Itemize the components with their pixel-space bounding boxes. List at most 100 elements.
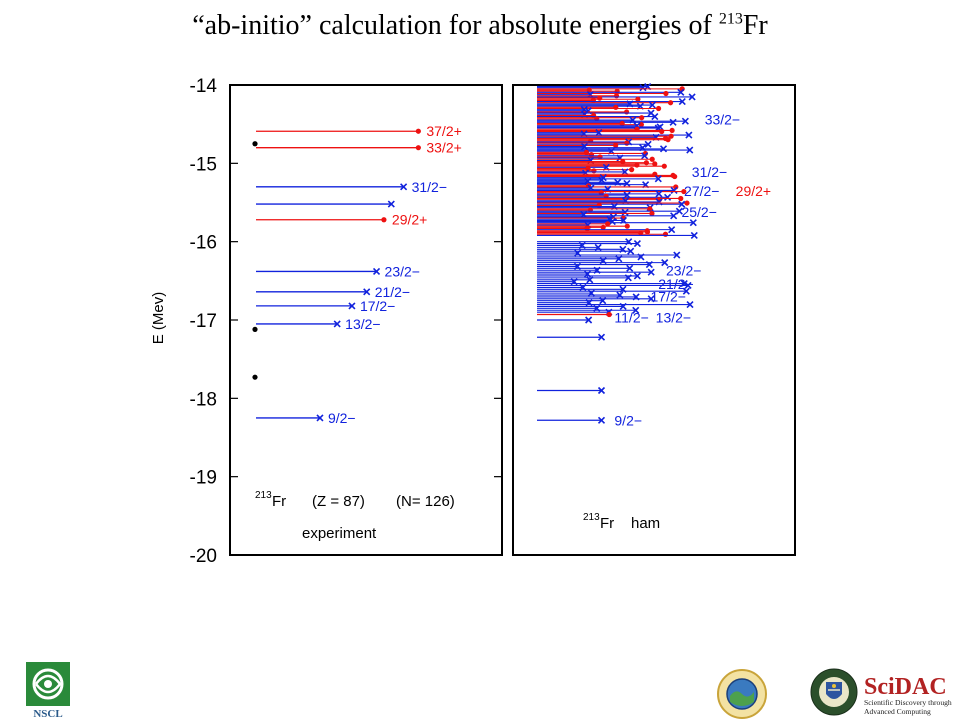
level-label: 21/2− <box>658 276 693 292</box>
level-dot-marker <box>672 173 678 180</box>
level-label: 25/2− <box>681 204 716 220</box>
level-dot-marker <box>639 115 645 121</box>
level-x-marker <box>669 118 677 126</box>
level-x-marker <box>661 259 669 267</box>
scidac-logo-name: SciDAC <box>864 674 947 700</box>
level-dot-marker <box>644 229 651 235</box>
level-label: 23/2− <box>385 263 420 279</box>
scidac-logo-line1: Scientific Discovery through <box>864 698 952 707</box>
scidac-logo-line2: Advanced Computing <box>864 707 931 716</box>
level-x-marker <box>668 226 676 234</box>
experiment-nucleus: Fr <box>272 493 286 510</box>
level-x-marker <box>641 152 649 160</box>
level-label: 29/2+ <box>736 183 771 199</box>
nscl-logo: NSCL <box>26 662 70 718</box>
level-dot-marker <box>605 221 611 227</box>
level-x-marker <box>624 274 632 282</box>
level-label: 9/2− <box>328 410 356 426</box>
level-dot-marker <box>600 224 606 230</box>
level-dot-marker <box>643 160 649 166</box>
level-x-marker <box>599 297 607 305</box>
level-dot-marker <box>613 93 620 99</box>
level-x-marker <box>673 251 681 259</box>
level-x-marker <box>633 240 641 248</box>
level-x-marker <box>608 217 616 226</box>
level-x-marker <box>333 320 341 328</box>
level-x-marker <box>664 193 672 201</box>
level-x-marker <box>690 231 698 239</box>
level-label: 31/2− <box>692 164 727 180</box>
level-label: 21/2− <box>375 284 410 300</box>
level-dot-marker <box>634 162 640 168</box>
level-x-marker <box>639 84 647 92</box>
level-x-marker <box>645 260 653 269</box>
level-dot-marker <box>624 223 630 229</box>
level-dot-marker <box>684 200 690 206</box>
experiment-levels: 37/2+33/2+ 31/2− 29/2+ 23/2− 21/2−17/2− 13/2−… <box>252 123 462 426</box>
level-x-marker <box>675 207 683 215</box>
level-x-marker <box>659 145 668 153</box>
level-x-marker <box>686 300 694 309</box>
level-x-marker <box>677 88 685 96</box>
level-dot-marker <box>681 188 687 195</box>
level-x-marker <box>689 219 697 227</box>
level-x-marker <box>670 186 678 194</box>
level-label: 9/2− <box>614 412 642 428</box>
experiment-dot <box>252 374 258 380</box>
panel-ham-frame <box>512 84 796 556</box>
level-dot-marker <box>629 167 635 173</box>
title-element: Fr <box>742 10 768 41</box>
experiment-footer-label: experiment <box>302 525 377 542</box>
level-label: 37/2+ <box>426 123 461 139</box>
level-x-marker <box>621 208 629 216</box>
y-tick-label: -17 <box>190 311 217 332</box>
level-x-marker <box>651 112 659 121</box>
level-dot-marker <box>665 137 671 143</box>
level-x-marker <box>372 267 381 275</box>
level-dot-marker <box>635 96 641 102</box>
ham-nucleus: Fr <box>600 515 614 532</box>
experiment-dot <box>252 141 258 147</box>
level-x-marker <box>316 414 324 422</box>
ham-levels: 33/2− 31/2− 27/2− 29/2+ 25/2− 23/2−21/2−17/2−… <box>537 83 771 428</box>
level-dot-marker <box>597 95 603 101</box>
level-x-marker <box>686 146 694 154</box>
title-superscript: 213 <box>718 10 743 28</box>
level-dot-marker <box>662 231 669 237</box>
level-x-marker <box>684 281 692 290</box>
nscl-logo-text: NSCL <box>33 708 62 718</box>
level-dot-marker <box>659 128 665 135</box>
level-x-marker <box>597 416 606 424</box>
level-dot-marker <box>415 145 421 151</box>
slide-title: “ab-initio” calculation for absolute ene… <box>0 10 960 42</box>
level-dot-marker <box>669 127 675 134</box>
level-dot-marker <box>613 142 619 149</box>
y-tick-label: -14 <box>190 76 218 97</box>
level-dot-marker <box>678 195 684 202</box>
level-x-marker <box>627 247 635 255</box>
level-x-marker <box>633 272 641 280</box>
ham-label: ham <box>631 515 660 532</box>
level-x-marker <box>654 175 662 183</box>
level-x-marker <box>348 302 356 310</box>
level-label: 33/2− <box>705 111 740 127</box>
level-x-marker <box>685 131 693 139</box>
level-x-marker <box>648 101 656 109</box>
level-x-marker <box>585 316 593 324</box>
level-label: 23/2− <box>666 263 701 279</box>
title-text: “ab-initio” calculation for absolute ene… <box>192 10 719 41</box>
level-x-marker <box>670 212 678 220</box>
y-tick-label: -19 <box>190 468 217 489</box>
y-axis: -14 -15 -16 -17 -18 -19 -20 <box>190 76 502 567</box>
level-dot-marker <box>591 168 597 174</box>
level-dot-marker <box>655 105 662 112</box>
level-label: 13/2− <box>345 316 380 332</box>
level-label: 33/2+ <box>426 140 461 156</box>
level-x-marker <box>632 306 640 314</box>
level-label: 17/2− <box>651 289 686 305</box>
level-x-marker <box>655 190 663 198</box>
experiment-n-label: (N= 126) <box>396 493 455 510</box>
nsf-logo <box>717 669 767 719</box>
experiment-nucleus-sup: 213 <box>255 490 272 501</box>
level-dot-marker <box>667 100 674 106</box>
